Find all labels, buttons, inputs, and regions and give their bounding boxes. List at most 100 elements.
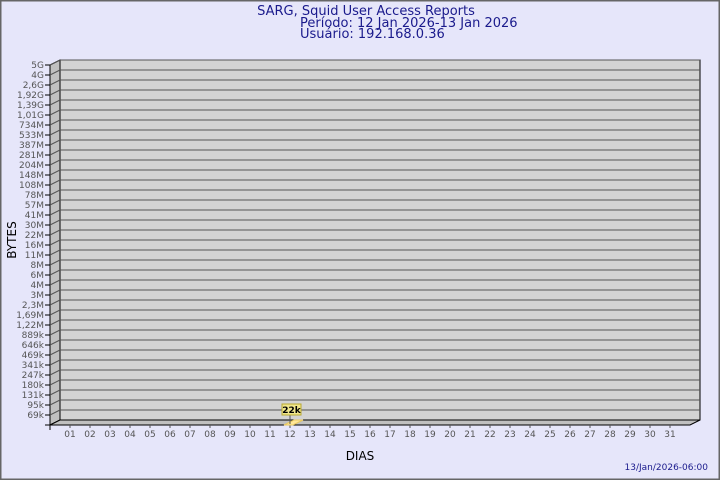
y-tick-label: 469k	[22, 351, 45, 361]
x-tick-label: 03	[104, 430, 115, 440]
gridline-side	[49, 199, 61, 206]
y-tick-label: 180k	[22, 381, 45, 391]
y-tick-label: 148M	[19, 171, 44, 181]
gridline-side	[49, 119, 61, 126]
y-tick-label: 41M	[25, 211, 44, 221]
gridline-side	[49, 99, 61, 106]
x-tick-label: 05	[144, 430, 155, 440]
gridline-side	[49, 239, 61, 246]
gridline-side	[49, 329, 61, 336]
x-tick-label: 15	[344, 430, 355, 440]
y-tick-label: 1,01G	[17, 111, 44, 121]
gridline-side	[49, 319, 61, 326]
gridline-side	[49, 409, 61, 416]
x-tick-label: 26	[564, 430, 576, 440]
y-tick-label: 131k	[22, 391, 45, 401]
gridline-side	[49, 309, 61, 316]
x-tick-label: 14	[324, 430, 336, 440]
y-tick-label: 5G	[31, 61, 44, 71]
y-tick-label: 341k	[22, 361, 45, 371]
gridline-side	[49, 179, 61, 186]
y-tick-label: 3M	[31, 291, 45, 301]
y-tick-label: 108M	[19, 181, 44, 191]
gridline-side	[49, 389, 61, 396]
x-tick-label: 31	[664, 430, 675, 440]
y-axis-label: BYTES	[5, 221, 19, 258]
gridline-side	[49, 359, 61, 366]
x-tick-label: 04	[124, 430, 136, 440]
gridline-side	[49, 299, 61, 306]
gridline-side	[49, 109, 61, 116]
x-tick-label: 12	[284, 430, 295, 440]
gridline-side	[49, 149, 61, 156]
x-tick-label: 13	[304, 430, 315, 440]
y-tick-label: 16M	[25, 241, 44, 251]
gridline-side	[49, 249, 61, 256]
y-tick-label: 8M	[31, 261, 45, 271]
gridline-side	[49, 169, 61, 176]
plot-floor	[49, 419, 701, 426]
y-tick-label: 30M	[25, 221, 44, 231]
y-tick-label: 247k	[22, 371, 45, 381]
y-tick-label: 4G	[31, 71, 44, 81]
gridline-side	[49, 279, 61, 286]
gridline-side	[49, 289, 61, 296]
x-tick-label: 25	[544, 430, 555, 440]
gridline-side	[49, 189, 61, 196]
bar-day-12	[283, 419, 304, 426]
gridline-side	[49, 349, 61, 356]
gridline-side	[49, 229, 61, 236]
x-tick-label: 30	[644, 430, 656, 440]
y-tick-label: 204M	[19, 161, 44, 171]
gridline-side	[49, 399, 61, 406]
x-tick-label: 21	[464, 430, 475, 440]
y-tick-label: 1,92G	[17, 91, 44, 101]
y-tick-label: 387M	[19, 141, 44, 151]
x-tick-label: 23	[504, 430, 515, 440]
gridline-side	[49, 339, 61, 346]
bar-label-box	[281, 403, 302, 416]
chart-user: Usuário: 192.168.0.36	[300, 27, 445, 42]
x-tick-label: 16	[364, 430, 376, 440]
x-tick-label: 27	[584, 430, 595, 440]
y-tick-label: 734M	[19, 121, 44, 131]
y-tick-label: 533M	[19, 131, 44, 141]
y-tick-label: 2,3M	[22, 301, 44, 311]
y-tick-label: 1,39G	[17, 101, 44, 111]
x-tick-label: 06	[164, 430, 176, 440]
y-tick-label: 22M	[25, 231, 44, 241]
gridline-side	[49, 129, 61, 136]
x-tick-label: 10	[244, 430, 256, 440]
gridline-side	[49, 209, 61, 216]
x-tick-label: 29	[624, 430, 636, 440]
x-tick-label: 11	[264, 430, 275, 440]
y-tick-label: 889k	[22, 331, 45, 341]
bar-data-label: 22k	[282, 406, 302, 416]
x-tick-label: 09	[224, 430, 236, 440]
gridline-side	[49, 159, 61, 166]
x-tick-label: 24	[524, 430, 536, 440]
x-tick-label: 01	[64, 430, 75, 440]
y-tick-label: 1,69M	[16, 311, 44, 321]
y-tick-label: 78M	[25, 191, 44, 201]
gridline-side	[49, 89, 61, 96]
gridline-side	[49, 69, 61, 76]
x-tick-label: 19	[424, 430, 436, 440]
y-tick-label: 1,22M	[16, 321, 44, 331]
gridline-side	[49, 379, 61, 386]
chart-period: Período: 12 Jan 2026-13 Jan 2026	[300, 16, 518, 31]
y-tick-label: 281M	[19, 151, 44, 161]
y-tick-label: 4M	[31, 281, 45, 291]
footer-timestamp: 13/Jan/2026-06:00	[625, 463, 709, 473]
y-tick-label: 646k	[22, 341, 45, 351]
x-tick-label: 02	[84, 430, 95, 440]
x-tick-label: 08	[204, 430, 216, 440]
y-tick-label: 69k	[27, 411, 44, 421]
gridline-side	[49, 269, 61, 276]
x-tick-label: 22	[484, 430, 495, 440]
chart-title: SARG, Squid User Access Reports	[257, 4, 475, 19]
x-tick-label: 17	[384, 430, 395, 440]
x-axis-label: DIAS	[346, 449, 375, 463]
gridline-side	[49, 79, 61, 86]
